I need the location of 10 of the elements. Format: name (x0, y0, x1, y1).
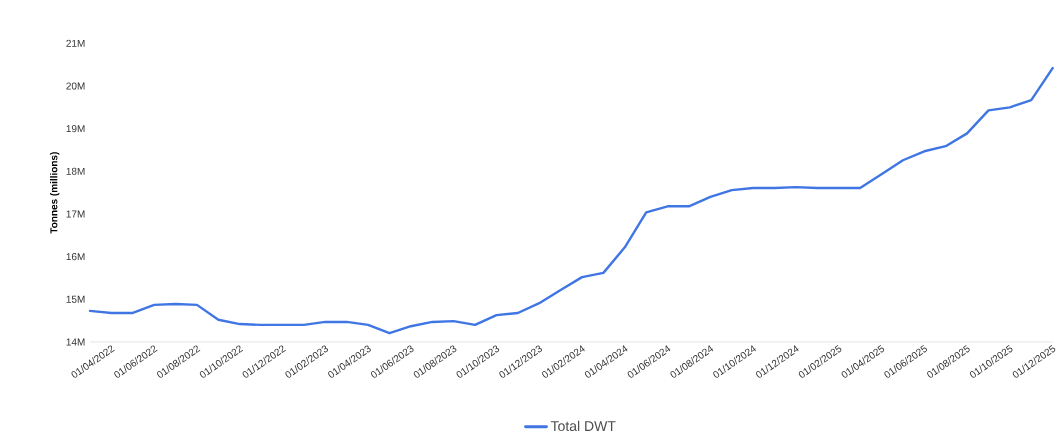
y-tick-label: 17M (66, 210, 85, 218)
y-tick-label: 19M (66, 125, 85, 133)
y-tick-label: 16M (66, 253, 85, 261)
y-tick-label: 21M (66, 39, 85, 47)
y-tick-label: 14M (66, 338, 85, 346)
legend-label: Total DWT (550, 420, 616, 432)
y-tick-label: 18M (66, 167, 85, 175)
y-axis-title: Tonnes (millions) (50, 152, 60, 234)
y-tick-label: 20M (66, 82, 85, 90)
y-tick-label: 15M (66, 295, 85, 303)
